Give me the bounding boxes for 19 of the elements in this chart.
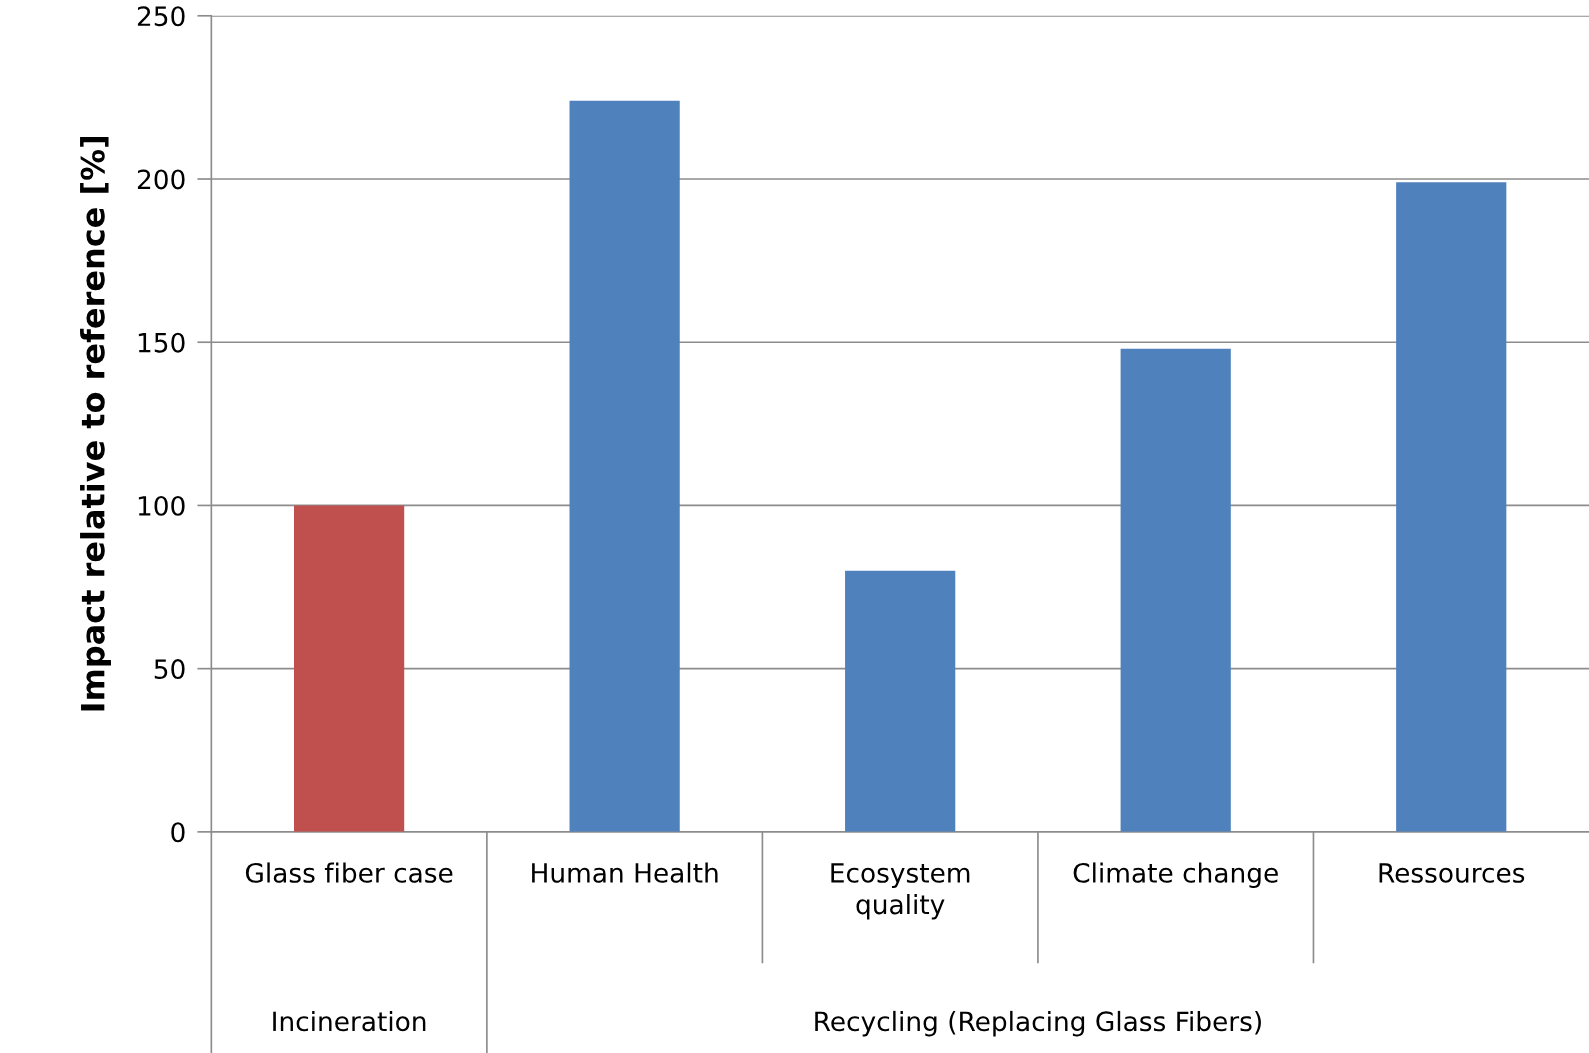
bar [1120,348,1231,832]
y-tick-label: 150 [138,332,185,353]
x-tick-label: Human Health [532,862,718,883]
bar [569,100,680,832]
text: Recycling (Replacing Glass Fibers) [815,1010,1261,1037]
y-tick-label: 200 [137,169,185,190]
x-tick-label: Ressources [1379,863,1525,883]
bar [845,570,956,832]
x-tick-label: Climate change [1073,862,1278,888]
x-tick-label: Glass fiber case [245,862,453,883]
y-tick-label: 100 [138,495,185,516]
y-tick-label: 250 [137,6,185,27]
y-axis-title: Impact relative to reference [%] [80,137,111,711]
x-tick-label: Ecosystem quality [831,863,970,920]
text: Incineration [273,1010,426,1032]
y-tick-label: 0 [171,822,185,843]
bar [294,505,405,832]
y-tick-label: 50 [154,659,185,680]
bar [1396,182,1507,832]
